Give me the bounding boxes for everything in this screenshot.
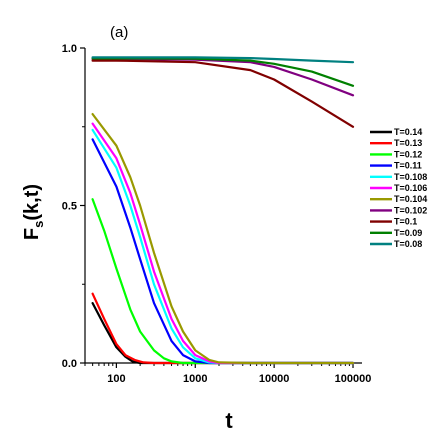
series-line-9	[91, 59, 355, 128]
y-axis-title: Fs(k,t)	[21, 184, 46, 240]
series-line-7	[91, 112, 355, 365]
series-line-11	[91, 56, 355, 64]
legend-label: T=0.09	[394, 228, 422, 238]
legend-label: T=0.08	[394, 239, 422, 249]
series-line-10	[91, 57, 355, 87]
legend-label: T=0.11	[394, 161, 422, 171]
series-line-6	[91, 122, 355, 365]
x-tick-label: 10000	[259, 373, 290, 385]
y-axis-title-main: F	[21, 228, 43, 240]
legend-label: T=0.1	[394, 217, 417, 227]
y-tick-label: 0.5	[62, 201, 77, 213]
x-axis-title: t	[225, 408, 233, 433]
series-line-5	[91, 128, 355, 365]
legend-label: T=0.108	[394, 172, 427, 182]
series-line-4	[91, 138, 355, 365]
series-line-8	[91, 57, 355, 97]
legend-label: T=0.14	[394, 127, 422, 137]
panel-label: (a)	[110, 24, 128, 41]
legend-label: T=0.12	[394, 149, 422, 159]
y-axis-title-args: (k,t)	[21, 184, 43, 221]
legend: T=0.14T=0.13T=0.12T=0.11T=0.108T=0.106T=…	[370, 127, 427, 249]
legend-label: T=0.102	[394, 205, 427, 215]
x-tick-label: 100	[107, 373, 125, 385]
y-axis-title-sub: s	[31, 221, 46, 228]
legend-label: T=0.104	[394, 194, 427, 204]
x-tick-label: 100000	[335, 373, 372, 385]
legend-label: T=0.106	[394, 183, 427, 193]
plot-area: 0.0 0.5 1.0 100 1000 10000 100000	[62, 43, 372, 385]
y-tick-label: 1.0	[62, 43, 77, 55]
legend-label: T=0.13	[394, 138, 422, 148]
series-line-2	[91, 292, 355, 365]
series-line-3	[91, 198, 355, 365]
y-tick-label: 0.0	[62, 358, 77, 370]
x-tick-label: 1000	[183, 373, 207, 385]
